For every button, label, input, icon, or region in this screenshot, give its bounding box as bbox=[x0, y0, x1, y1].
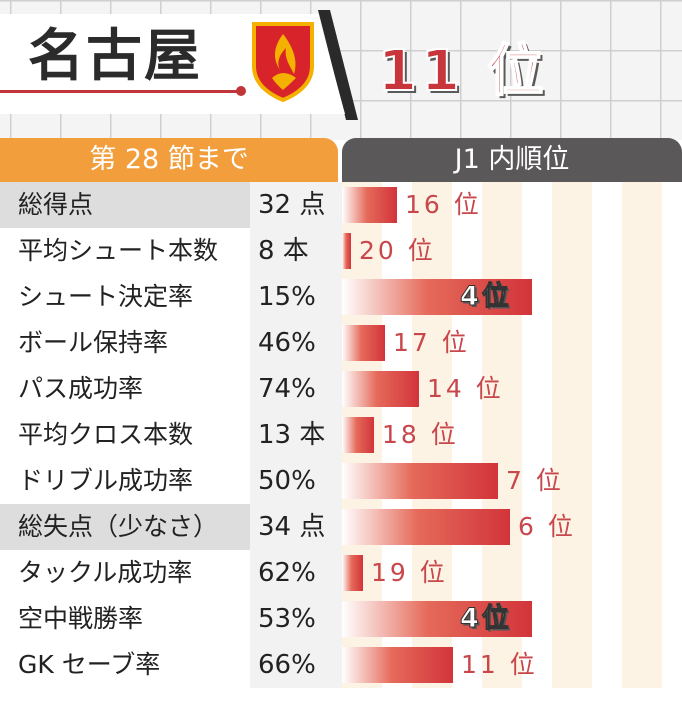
stat-label: ドリブル成功率 bbox=[0, 458, 250, 504]
stat-label: 平均クロス本数 bbox=[0, 412, 250, 458]
rank-bar bbox=[342, 417, 374, 453]
table-row: 平均シュート本数 8 本 20 位 bbox=[0, 228, 682, 274]
table-row: ボール保持率 46% 17 位 bbox=[0, 320, 682, 366]
bar-track: 16 位 bbox=[342, 182, 682, 228]
stat-value: 8 本 bbox=[250, 228, 342, 274]
period-header: 第 28 節まで bbox=[0, 138, 338, 182]
title-underline-dot bbox=[236, 86, 246, 96]
rank-label: 4位 bbox=[460, 281, 512, 313]
rank-bar bbox=[342, 371, 419, 407]
stat-label: GK セーブ率 bbox=[0, 642, 250, 688]
table-row: 平均クロス本数 13 本 18 位 bbox=[0, 412, 682, 458]
rank-bar bbox=[342, 509, 510, 545]
table-row: ドリブル成功率 50% 7 位 bbox=[0, 458, 682, 504]
table-row: シュート決定率 15% 4位 bbox=[0, 274, 682, 320]
rank-bar bbox=[342, 647, 453, 683]
bar-track: 18 位 bbox=[342, 412, 682, 458]
rank-label: 11 位 bbox=[461, 650, 538, 679]
rank-label: 6 位 bbox=[518, 512, 576, 541]
table-row: 総失点（少なさ） 34 点 6 位 bbox=[0, 504, 682, 550]
title-underline bbox=[0, 90, 240, 93]
stat-value: 15% bbox=[250, 274, 342, 320]
rank-bar bbox=[342, 463, 498, 499]
rank-label: 4位 bbox=[460, 603, 512, 635]
rank-label: 16 位 bbox=[405, 190, 482, 219]
stats-table: 総得点 32 点 16 位平均シュート本数 8 本 20 位シュート決定率 15% 4位 ボー… bbox=[0, 182, 682, 720]
rank-label: 7 位 bbox=[506, 466, 564, 495]
bar-track: 4位 bbox=[342, 596, 682, 642]
rank-bar bbox=[342, 555, 363, 591]
table-row: タックル成功率 62% 19 位 bbox=[0, 550, 682, 596]
bar-track: 20 位 bbox=[342, 228, 682, 274]
rank-bar bbox=[342, 187, 397, 223]
rank-bar bbox=[342, 233, 351, 269]
rank-label: 19 位 bbox=[371, 558, 448, 587]
bar-track: 11 位 bbox=[342, 642, 682, 688]
bar-track: 14 位 bbox=[342, 366, 682, 412]
stat-label: ボール保持率 bbox=[0, 320, 250, 366]
rank-bar bbox=[342, 325, 385, 361]
rank-label: 17 位 bbox=[393, 328, 470, 357]
table-row: 空中戦勝率 53% 4位 bbox=[0, 596, 682, 642]
table-row: 総得点 32 点 16 位 bbox=[0, 182, 682, 228]
bar-track: 17 位 bbox=[342, 320, 682, 366]
stat-label: タックル成功率 bbox=[0, 550, 250, 596]
stat-value: 34 点 bbox=[250, 504, 342, 550]
stat-label: 平均シュート本数 bbox=[0, 228, 250, 274]
stat-value: 53% bbox=[250, 596, 342, 642]
bar-track: 7 位 bbox=[342, 458, 682, 504]
team-name: 名古屋 bbox=[28, 24, 202, 89]
stat-label: 総失点（少なさ） bbox=[0, 504, 250, 550]
rank-bar bbox=[342, 279, 532, 315]
club-emblem-icon bbox=[252, 22, 314, 102]
stat-label: 総得点 bbox=[0, 182, 250, 228]
stat-label: 空中戦勝率 bbox=[0, 596, 250, 642]
stat-value: 50% bbox=[250, 458, 342, 504]
bar-track: 4位 bbox=[342, 274, 682, 320]
stat-value: 66% bbox=[250, 642, 342, 688]
stat-value: 46% bbox=[250, 320, 342, 366]
rank-bar bbox=[342, 601, 532, 637]
stat-label: シュート決定率 bbox=[0, 274, 250, 320]
rank-label: 14 位 bbox=[427, 374, 504, 403]
table-row: パス成功率 74% 14 位 bbox=[0, 366, 682, 412]
table-row: GK セーブ率 66% 11 位 bbox=[0, 642, 682, 688]
bar-track: 19 位 bbox=[342, 550, 682, 596]
stat-value: 13 本 bbox=[250, 412, 342, 458]
stat-label: パス成功率 bbox=[0, 366, 250, 412]
rank-label: 18 位 bbox=[382, 420, 459, 449]
rank-label: 20 位 bbox=[359, 236, 436, 265]
rank-header: J1 内順位 bbox=[342, 138, 682, 182]
stat-value: 74% bbox=[250, 366, 342, 412]
stat-value: 32 点 bbox=[250, 182, 342, 228]
overall-rank: 11 位 bbox=[377, 39, 548, 105]
stat-value: 62% bbox=[250, 550, 342, 596]
bar-track: 6 位 bbox=[342, 504, 682, 550]
